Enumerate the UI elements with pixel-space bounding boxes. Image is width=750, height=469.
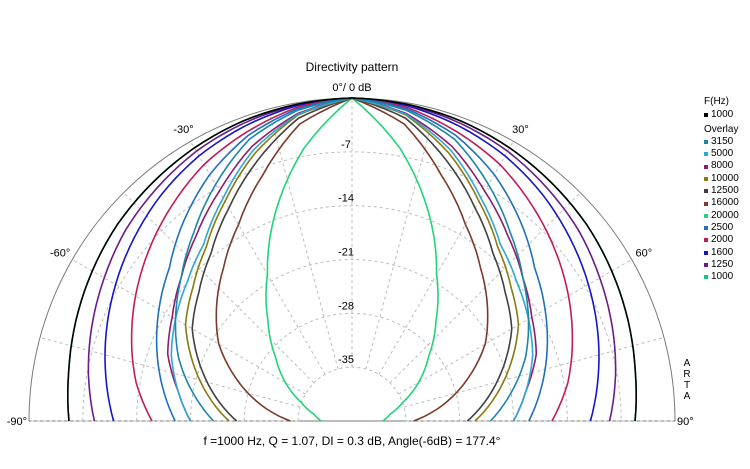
legend-swatch bbox=[704, 140, 708, 145]
legend-label: 8000 bbox=[711, 160, 734, 172]
db-label: -14 bbox=[338, 193, 354, 205]
curves bbox=[67, 96, 637, 422]
legend-item-1250: 1250 bbox=[704, 259, 739, 271]
footer-stats: f =1000 Hz, Q = 1.07, DI = 0.3 dB, Angle… bbox=[204, 434, 501, 448]
spoke bbox=[398, 259, 632, 395]
spoke bbox=[72, 259, 306, 395]
spoke bbox=[365, 108, 437, 370]
legend-swatch bbox=[704, 213, 708, 218]
side-letter: R bbox=[683, 369, 691, 380]
legend-label: 1000 bbox=[711, 271, 734, 283]
axis-labels: 0°/ 0 dB -7 -14 -21 -28 -35 -90° -60° -30° 30° 60°… bbox=[7, 82, 694, 428]
db-ring bbox=[190, 259, 514, 422]
legend-label: 1250 bbox=[711, 258, 734, 270]
legend-label: 20000 bbox=[711, 209, 739, 221]
legend-label: 5000 bbox=[711, 148, 734, 160]
db-label: -28 bbox=[338, 300, 354, 312]
legend-label: 1000 bbox=[711, 109, 734, 121]
legend-item-10000: 10000 bbox=[704, 173, 739, 185]
angle-label: -30° bbox=[173, 124, 193, 136]
spoke bbox=[190, 141, 326, 375]
spoke bbox=[403, 336, 665, 408]
legend-swatch bbox=[704, 164, 708, 169]
legend-label: 2500 bbox=[711, 221, 734, 233]
legend-overlay: 3150 5000 8000 10000 12500 16000 20000 2500 2000… bbox=[704, 136, 739, 284]
legend-swatch bbox=[704, 263, 708, 267]
legend: F(Hz) 1000 Overlay 3150 5000 8000 10000 1250… bbox=[704, 96, 739, 283]
legend-item-1000: 1000 bbox=[704, 109, 739, 121]
legend-swatch bbox=[704, 226, 708, 231]
legend-label: 2000 bbox=[711, 234, 734, 246]
legend-item-16000: 16000 bbox=[704, 197, 739, 209]
db-ring bbox=[243, 312, 461, 422]
curve-fhz-1000 bbox=[67, 97, 637, 422]
angle-label: 90° bbox=[677, 416, 694, 428]
spoke bbox=[39, 336, 301, 408]
legend-label: 3150 bbox=[711, 135, 734, 147]
db-ring bbox=[297, 366, 407, 422]
db-ring bbox=[82, 151, 622, 422]
legend-item-2000: 2000 bbox=[704, 234, 739, 246]
db-label: -21 bbox=[338, 247, 354, 259]
angle-label: -60° bbox=[50, 248, 70, 260]
angle-label: 60° bbox=[636, 248, 653, 260]
legend-item-1600: 1600 bbox=[704, 247, 739, 259]
side-letter: T bbox=[683, 380, 691, 391]
legend-label: 12500 bbox=[711, 185, 739, 197]
legend-swatch bbox=[704, 250, 708, 255]
legend-label: 16000 bbox=[711, 197, 739, 209]
legend-swatch bbox=[704, 201, 708, 206]
legend-swatch bbox=[704, 176, 708, 181]
legend-header: F(Hz) bbox=[704, 96, 729, 107]
legend-item-5000: 5000 bbox=[704, 148, 739, 160]
legend-swatch bbox=[704, 238, 708, 243]
legend-swatch bbox=[704, 275, 708, 280]
legend-item-12500: 12500 bbox=[704, 185, 739, 197]
db-ring bbox=[136, 205, 568, 422]
db-label: -7 bbox=[341, 139, 351, 151]
legend-label: 1600 bbox=[711, 246, 734, 258]
legend-swatch bbox=[704, 152, 708, 157]
spoke bbox=[267, 108, 339, 370]
chart-title: Directivity pattern bbox=[306, 60, 399, 74]
angle-label: 30° bbox=[512, 124, 529, 136]
legend-item-3150: 3150 bbox=[704, 136, 739, 148]
legend-item-1000: 1000 bbox=[704, 271, 739, 283]
legend-swatch bbox=[704, 113, 708, 118]
legend-item-20000: 20000 bbox=[704, 210, 739, 222]
side-letter: A bbox=[683, 391, 691, 402]
angle-label: -90° bbox=[7, 416, 27, 428]
legend-item-2500: 2500 bbox=[704, 222, 739, 234]
legend-label: 10000 bbox=[711, 172, 739, 184]
polar-grid bbox=[28, 97, 676, 422]
db-label: 0°/ 0 dB bbox=[332, 82, 371, 94]
spoke bbox=[378, 141, 514, 375]
db-label: -35 bbox=[338, 354, 354, 366]
legend-swatch bbox=[704, 189, 708, 194]
legend-overlay-header: Overlay bbox=[704, 123, 739, 135]
side-letter: A bbox=[683, 358, 691, 369]
legend-main: 1000 bbox=[704, 109, 739, 121]
legend-item-8000: 8000 bbox=[704, 160, 739, 172]
